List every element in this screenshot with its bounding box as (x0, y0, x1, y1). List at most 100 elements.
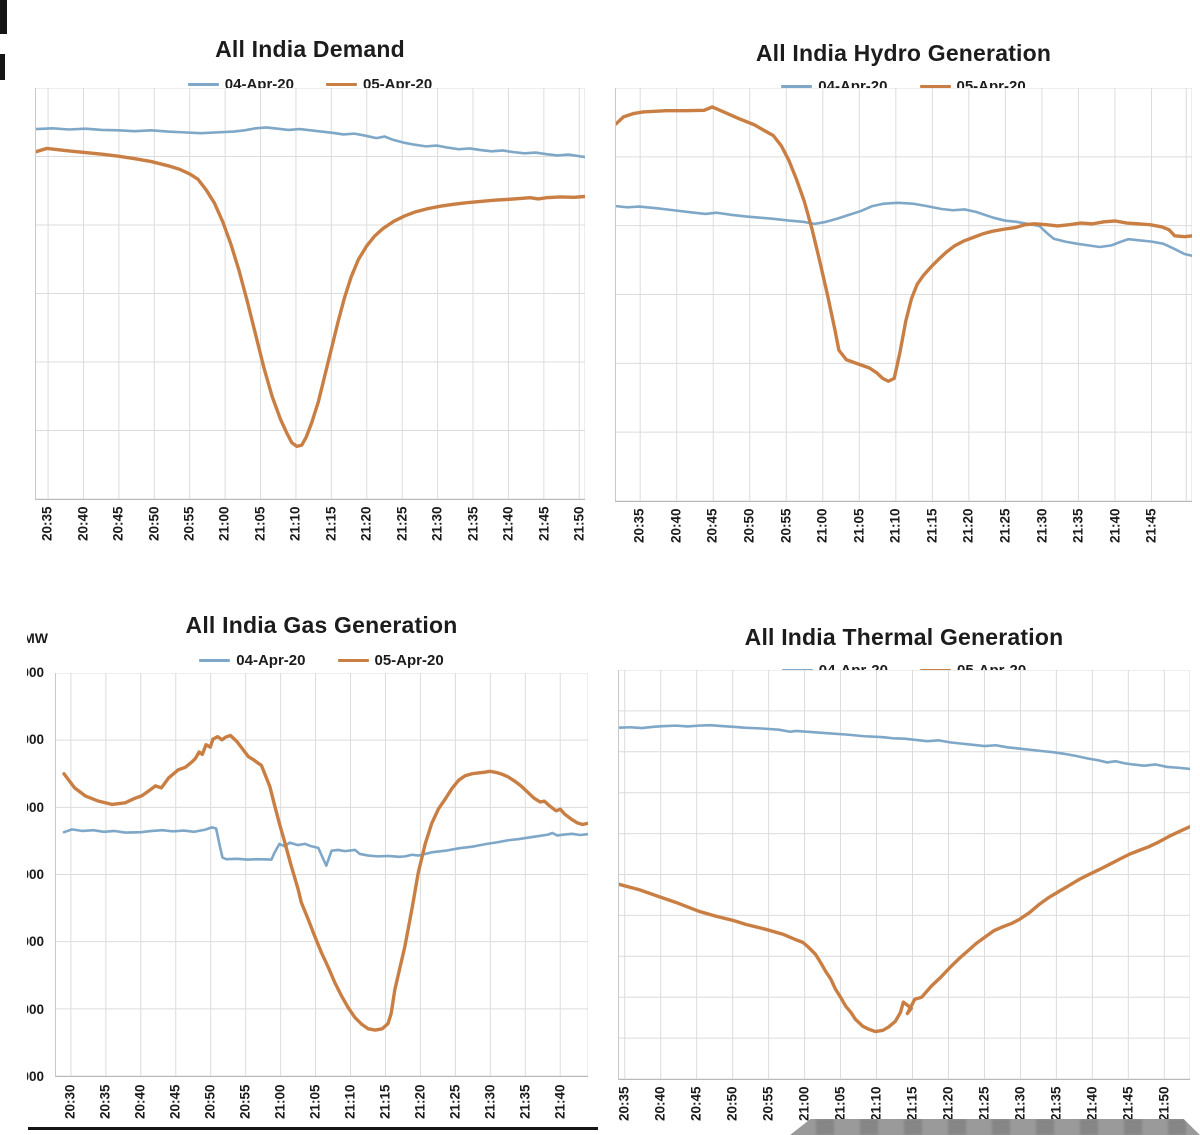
x-tick-label: 20:55 (182, 506, 197, 553)
x-tick-label: 21:05 (308, 1084, 323, 1131)
plot-area (55, 673, 588, 1077)
x-axis-labels: 20:35 20:40 20:45 20:50 20:55 21:00 21:05 21:10… (615, 503, 1192, 561)
x-tick-label: 21:30 (430, 506, 445, 553)
x-tick-label: 20:45 (705, 508, 720, 555)
y-tick-label-clipped: 000 (27, 799, 44, 815)
plot-area (35, 88, 585, 500)
x-tick-label: 20:50 (724, 1086, 739, 1133)
legend-item-04-apr: 04-Apr-20 (778, 662, 891, 679)
chart-title: All India Hydro Generation (755, 40, 1052, 66)
x-tick-label: 20:55 (760, 1086, 775, 1133)
series-line-swatch-blue (781, 669, 813, 672)
y-axis-unit-label-mw: MW (27, 630, 48, 646)
x-tick-label: 20:50 (202, 1084, 217, 1131)
legend: 04-Apr-20 05-Apr-20 (615, 78, 1192, 95)
chart-title: All India Thermal Generation (744, 624, 1064, 650)
x-tick-label: 21:10 (288, 506, 303, 553)
x-tick-label: 21:20 (961, 508, 976, 555)
x-tick-label: 21:15 (323, 506, 338, 553)
legend-item-05-apr: 05-Apr-20 (323, 76, 436, 93)
y-tick-label-clipped: 000 (27, 665, 44, 680)
x-tick-label: 20:40 (132, 1084, 147, 1131)
x-tick-label: 21:00 (217, 506, 232, 553)
series-line-swatch-blue (781, 85, 813, 88)
x-tick-label: 21:40 (1107, 508, 1122, 555)
legend-item-05-apr: 05-Apr-20 (334, 652, 447, 669)
legend-item-05-apr: 05-Apr-20 (916, 78, 1029, 95)
x-tick-label: 21:00 (273, 1084, 288, 1131)
x-tick-label: 21:40 (501, 506, 516, 553)
legend: 04-Apr-20 05-Apr-20 (55, 652, 588, 669)
x-axis-labels: 20:35 20:40 20:45 20:50 20:55 21:00 21:05 21:10… (35, 501, 587, 559)
screenshot-crop-artifact (0, 54, 5, 80)
x-tick-label: 21:35 (465, 506, 480, 553)
x-tick-label: 20:40 (75, 506, 90, 553)
x-tick-label: 21:35 (1071, 508, 1086, 555)
x-tick-label: 20:40 (652, 1086, 667, 1133)
x-tick-label: 21:45 (536, 506, 551, 553)
x-tick-label: 21:25 (998, 508, 1013, 555)
legend: 04-Apr-20 05-Apr-20 (618, 662, 1190, 679)
y-tick-label-clipped: 000 (27, 732, 44, 748)
series-line-swatch-blue (187, 83, 219, 86)
line-plot-svg (36, 88, 585, 499)
legend-item-04-apr: 04-Apr-20 (196, 652, 309, 669)
line-plot-svg (619, 670, 1190, 1079)
x-tick-label: 21:05 (252, 506, 267, 553)
x-tick-label: 21:20 (413, 1084, 428, 1131)
legend-label: 05-Apr-20 (957, 662, 1027, 679)
legend-label: 05-Apr-20 (363, 76, 433, 93)
line-plot-svg (56, 673, 588, 1076)
line-plot-svg (616, 88, 1192, 501)
chart-title: All India Demand (215, 36, 405, 62)
legend: 04-Apr-20 05-Apr-20 (35, 76, 585, 93)
y-tick-label-clipped: 000 (27, 1001, 44, 1017)
x-tick-label: 21:30 (1034, 508, 1049, 555)
x-tick-label: 20:45 (688, 1086, 703, 1133)
legend-label: 04-Apr-20 (224, 76, 294, 93)
legend-label: 05-Apr-20 (374, 652, 444, 669)
series-line-swatch-orange (326, 83, 357, 86)
screenshot-crop-border (28, 1127, 598, 1130)
x-tick-label: 20:55 (778, 508, 793, 555)
y-tick-label-clipped: 000 (27, 867, 44, 882)
chart-title: All India Gas Generation (185, 612, 458, 638)
y-tick-label-clipped: 000 (27, 1069, 44, 1084)
x-tick-label: 21:20 (359, 506, 374, 553)
x-tick-label: 21:45 (1144, 508, 1159, 555)
x-tick-label: 21:35 (518, 1084, 533, 1131)
x-tick-label: 21:40 (553, 1084, 568, 1131)
x-tick-label: 20:55 (238, 1084, 253, 1131)
x-tick-label: 20:35 (616, 1086, 631, 1133)
plot-area (618, 670, 1190, 1080)
x-tick-label: 21:05 (851, 508, 866, 555)
x-tick-label: 21:10 (888, 508, 903, 555)
x-tick-label: 21:15 (378, 1084, 393, 1131)
x-tick-label: 21:25 (448, 1084, 463, 1131)
legend-item-05-apr: 05-Apr-20 (917, 662, 1030, 679)
x-tick-label: 20:35 (632, 508, 647, 555)
legend-label: 05-Apr-20 (956, 78, 1026, 95)
x-tick-label: 20:45 (111, 506, 126, 553)
x-tick-label: 21:50 (572, 506, 587, 553)
screenshot-crop-artifact (0, 0, 7, 34)
x-tick-label: 20:50 (146, 506, 161, 553)
series-line-swatch-orange (919, 85, 951, 88)
legend-label: 04-Apr-20 (236, 652, 306, 669)
x-tick-label: 20:35 (97, 1084, 112, 1131)
y-tick-label-clipped: 000 (27, 934, 44, 950)
x-tick-label: 20:50 (741, 508, 756, 555)
plot-area (615, 88, 1192, 502)
x-tick-label: 20:30 (62, 1084, 77, 1131)
x-tick-label: 21:15 (924, 508, 939, 555)
x-tick-label: 20:35 (40, 506, 55, 553)
series-line-swatch-orange (920, 669, 951, 672)
x-tick-label: 21:00 (815, 508, 830, 555)
watermark-band (790, 1119, 1200, 1135)
legend-item-04-apr: 04-Apr-20 (778, 78, 891, 95)
legend-label: 04-Apr-20 (818, 78, 888, 95)
series-line-swatch-blue (199, 659, 231, 662)
